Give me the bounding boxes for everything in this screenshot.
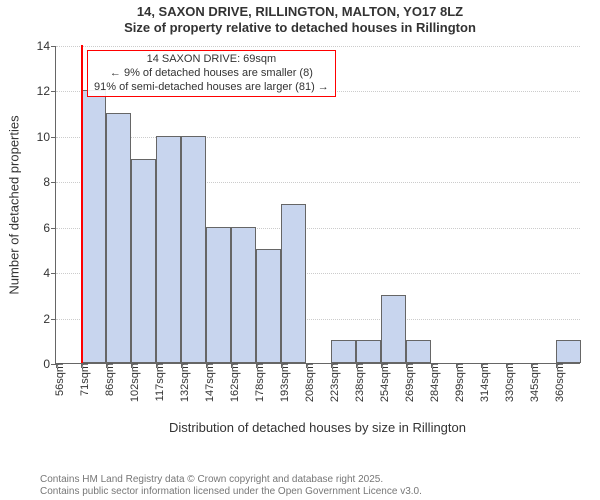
x-tick-label: 56sqm — [50, 363, 66, 396]
x-tick-label: 208sqm — [300, 363, 316, 402]
bar — [156, 136, 181, 363]
chart-wrap: 0246810121456sqm71sqm86sqm102sqm117sqm13… — [0, 38, 600, 458]
bar — [206, 227, 231, 363]
y-tick-mark — [51, 46, 56, 47]
x-tick-label: 330sqm — [500, 363, 516, 402]
bar — [131, 159, 156, 363]
x-tick-label: 360sqm — [550, 363, 566, 402]
annotation-line: 14 SAXON DRIVE: 69sqm — [94, 53, 329, 67]
footer-line1: Contains HM Land Registry data © Crown c… — [40, 474, 422, 486]
bar — [406, 340, 431, 363]
footer: Contains HM Land Registry data © Crown c… — [40, 474, 422, 498]
x-tick-label: 102sqm — [125, 363, 141, 402]
x-tick-label: 147sqm — [200, 363, 216, 402]
bar — [81, 90, 106, 363]
y-axis-label: Number of detached properties — [7, 115, 22, 294]
x-axis-label: Distribution of detached houses by size … — [55, 420, 580, 435]
chart-container: 14, SAXON DRIVE, RILLINGTON, MALTON, YO1… — [0, 0, 600, 500]
x-tick-label: 71sqm — [75, 363, 91, 396]
title-block: 14, SAXON DRIVE, RILLINGTON, MALTON, YO1… — [0, 0, 600, 37]
bar — [556, 340, 581, 363]
gridline — [56, 137, 580, 138]
x-tick-label: 132sqm — [175, 363, 191, 402]
x-tick-label: 223sqm — [325, 363, 341, 402]
x-tick-label: 284sqm — [425, 363, 441, 402]
annotation-line: ← 9% of detached houses are smaller (8) — [94, 67, 329, 81]
x-tick-label: 193sqm — [275, 363, 291, 402]
bar — [106, 113, 131, 363]
bar — [181, 136, 206, 363]
bar — [281, 204, 306, 363]
y-tick-mark — [51, 137, 56, 138]
x-tick-label: 117sqm — [150, 363, 166, 401]
bar — [256, 249, 281, 363]
x-tick-label: 299sqm — [450, 363, 466, 402]
y-tick-mark — [51, 228, 56, 229]
x-tick-label: 162sqm — [225, 363, 241, 402]
footer-line2: Contains public sector information licen… — [40, 486, 422, 498]
x-tick-label: 345sqm — [525, 363, 541, 402]
title-line2: Size of property relative to detached ho… — [0, 20, 600, 36]
x-tick-label: 314sqm — [475, 363, 491, 402]
plot-area: 0246810121456sqm71sqm86sqm102sqm117sqm13… — [55, 46, 580, 364]
x-tick-label: 238sqm — [350, 363, 366, 402]
x-tick-label: 269sqm — [400, 363, 416, 402]
y-tick-mark — [51, 319, 56, 320]
title-line1: 14, SAXON DRIVE, RILLINGTON, MALTON, YO1… — [0, 4, 600, 20]
bar — [331, 340, 356, 363]
x-tick-label: 254sqm — [375, 363, 391, 402]
bar — [381, 295, 406, 363]
marker-line — [81, 45, 83, 363]
y-tick-mark — [51, 273, 56, 274]
x-tick-label: 178sqm — [250, 363, 266, 402]
annotation-line: 91% of semi-detached houses are larger (… — [94, 81, 329, 95]
y-tick-mark — [51, 182, 56, 183]
bar — [231, 227, 256, 363]
bar — [356, 340, 381, 363]
x-tick-label: 86sqm — [100, 363, 116, 396]
y-tick-mark — [51, 91, 56, 92]
annotation-box: 14 SAXON DRIVE: 69sqm← 9% of detached ho… — [87, 50, 336, 97]
gridline — [56, 46, 580, 47]
